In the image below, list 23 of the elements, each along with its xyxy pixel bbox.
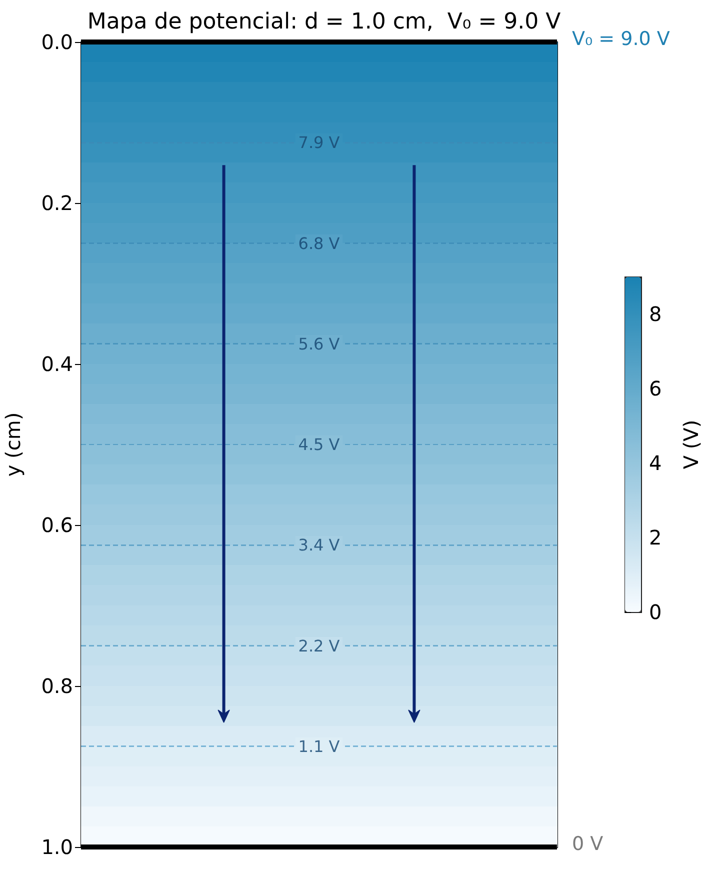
ref-line-label: 4.5 V [298,435,340,454]
text: 0 V [572,833,604,855]
color-bar-label: 2 [649,526,662,550]
color-bar-label: 6 [649,376,662,401]
y-tick-label: 1.0 [41,835,73,859]
y-tick-label: 0.8 [41,674,73,698]
y-tick-label: 0.2 [41,191,73,215]
ref-line-label: 7.9 V [298,133,340,152]
y-axis-title: y (cm) [1,412,25,477]
color-bar-label: 4 [649,451,662,476]
chart-title: Mapa de potencial: d = 1.0 cm, V₀ = 9.0 V [87,10,561,34]
color-bar-title: V (V) [679,420,701,470]
color-bar-label: 0 [649,600,662,624]
ref-line-label: 2.2 V [298,636,340,656]
color-bar-label: 8 [649,302,662,326]
ref-line-label: 6.8 V [298,234,340,253]
y-tick-label: 0.0 [41,30,73,54]
y-tick-label: 0.4 [41,352,73,376]
ref-line-label: 1.1 V [298,736,340,756]
text: V₀ = 9.0 V [572,28,670,50]
y-tick-label: 0.6 [41,513,73,537]
ref-line-label: 5.6 V [298,334,340,354]
ref-line-label: 3.4 V [298,536,340,555]
